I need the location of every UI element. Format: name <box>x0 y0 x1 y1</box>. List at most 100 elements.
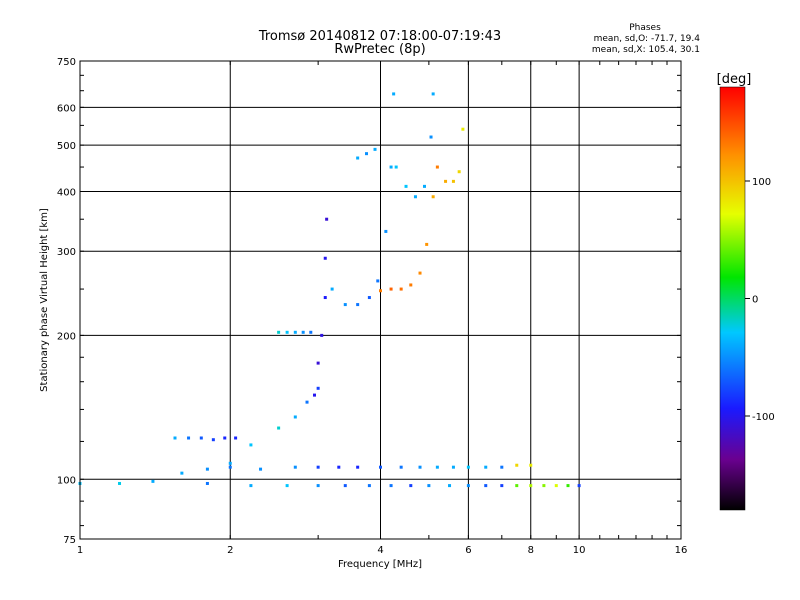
data-point <box>173 436 177 440</box>
data-point <box>427 484 431 488</box>
phase-stats: Phases mean, sd,O: -71.7, 19.4 mean, sd,… <box>592 23 700 55</box>
data-point <box>293 330 297 334</box>
phase-stats-heading: Phases <box>629 23 661 33</box>
data-point <box>399 465 403 469</box>
grid-lines <box>80 61 681 539</box>
data-point <box>305 400 309 404</box>
chart-title: Tromsø 20140812 07:18:00-07:19:43 <box>258 29 501 44</box>
data-point <box>373 147 377 151</box>
data-point <box>389 165 393 169</box>
data-point <box>466 484 470 488</box>
data-point <box>249 484 253 488</box>
phase-stats-o: mean, sd,O: -71.7, 19.4 <box>594 34 701 44</box>
data-point <box>515 484 519 488</box>
data-point <box>448 484 452 488</box>
data-point <box>451 179 455 183</box>
data-point <box>205 467 209 471</box>
data-point <box>228 461 232 465</box>
data-point <box>457 170 461 174</box>
data-point <box>323 296 327 300</box>
x-tick-label: 4 <box>377 545 383 556</box>
colorbar-ticks: 100 0 -100 <box>745 177 775 423</box>
data-point <box>277 330 281 334</box>
data-point <box>285 484 289 488</box>
y-tick-label: 100 <box>57 475 76 486</box>
data-point <box>451 465 455 469</box>
data-point <box>249 443 253 447</box>
data-point <box>277 426 281 430</box>
data-point <box>259 467 263 471</box>
y-tick-label: 200 <box>57 331 76 342</box>
data-point <box>187 436 191 440</box>
data-point <box>356 303 360 307</box>
data-point <box>500 465 504 469</box>
data-point <box>367 296 371 300</box>
colorbar-tick-label: 100 <box>752 177 771 188</box>
data-point <box>325 217 329 221</box>
data-point <box>389 287 393 291</box>
data-point <box>205 481 209 485</box>
y-tick-label: 500 <box>57 141 76 152</box>
data-point <box>484 484 488 488</box>
data-point <box>554 484 558 488</box>
y-axis-label: Stationary phase Virtual Height [km] <box>39 208 50 392</box>
data-point <box>409 484 413 488</box>
data-point <box>529 463 533 467</box>
y-tick-label: 400 <box>57 187 76 198</box>
data-point <box>180 471 184 475</box>
data-point <box>435 165 439 169</box>
data-point <box>228 465 232 469</box>
data-point <box>343 484 347 488</box>
colorbar <box>719 86 746 511</box>
phase-stats-x: mean, sd,X: 105.4, 30.1 <box>592 45 700 55</box>
colorbar-label: [deg] <box>717 72 752 87</box>
x-tick-label: 6 <box>465 545 471 556</box>
data-point <box>500 484 504 488</box>
data-point <box>223 436 227 440</box>
data-point <box>394 165 398 169</box>
x-tick-label: 1 <box>77 545 83 556</box>
y-tick-label: 600 <box>57 103 76 114</box>
data-point <box>320 333 324 337</box>
data-point <box>409 283 413 287</box>
y-tick-label: 75 <box>63 535 76 546</box>
colorbar-tick-label: 0 <box>752 295 758 306</box>
data-point <box>293 465 297 469</box>
y-tick-label: 300 <box>57 247 76 258</box>
data-point <box>367 484 371 488</box>
x-tick-label: 8 <box>528 545 534 556</box>
data-point <box>379 289 382 293</box>
data-point <box>435 465 439 469</box>
y-tick-label: 750 <box>57 57 76 68</box>
x-tick-label: 2 <box>227 545 233 556</box>
data-point <box>429 135 433 139</box>
data-point <box>337 465 341 469</box>
data-point <box>431 92 435 96</box>
chart-subtitle: RwPretec (8p) <box>334 42 425 57</box>
data-point <box>330 287 334 291</box>
x-tick-label: 10 <box>573 545 586 556</box>
data-point <box>316 465 320 469</box>
x-tick-label: 16 <box>675 545 688 556</box>
data-point <box>418 465 422 469</box>
data-point <box>389 484 393 488</box>
data-point <box>418 271 422 275</box>
x-axis-label: Frequency [MHz] <box>338 559 422 570</box>
data-point <box>529 484 533 488</box>
data-point <box>392 92 396 96</box>
data-point <box>515 463 519 467</box>
data-point <box>431 195 435 199</box>
data-point <box>404 184 408 188</box>
data-point <box>413 195 417 199</box>
data-point <box>118 481 122 485</box>
data-point <box>199 436 203 440</box>
data-point <box>316 484 320 488</box>
data-point <box>234 436 238 440</box>
data-point <box>323 256 327 260</box>
colorbar-tick-label: -100 <box>752 412 775 423</box>
y-axis-ticks: 75 100 200 300 400 500 600 750 <box>57 57 681 546</box>
data-point <box>356 465 360 469</box>
data-point <box>461 127 465 131</box>
data-point <box>542 484 546 488</box>
